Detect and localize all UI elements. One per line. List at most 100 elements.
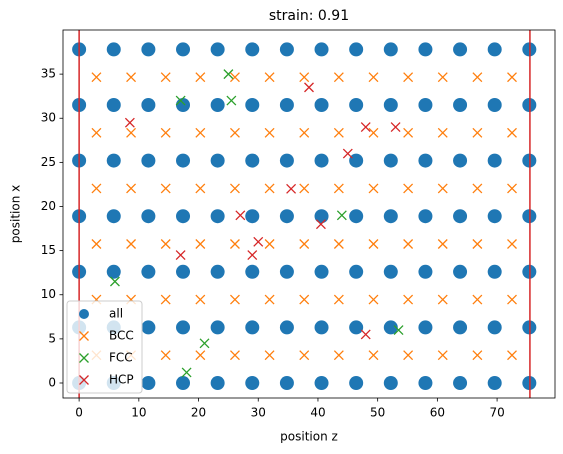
- point: [226, 95, 237, 106]
- point: [360, 329, 371, 340]
- point: [349, 264, 364, 279]
- chart-title: strain: 0.91: [269, 8, 349, 24]
- point: [349, 375, 364, 390]
- point: [453, 264, 468, 279]
- point: [245, 42, 260, 57]
- point: [314, 153, 329, 168]
- point: [333, 239, 344, 249]
- point: [403, 239, 414, 249]
- point: [245, 375, 260, 390]
- point: [487, 42, 502, 57]
- x-tick-label: 70: [489, 406, 504, 420]
- point: [175, 95, 186, 106]
- point: [247, 250, 258, 260]
- legend-label: FCC: [109, 351, 133, 365]
- point: [453, 209, 468, 224]
- point: [299, 127, 310, 138]
- legend-box: [66, 300, 143, 394]
- point: [176, 264, 191, 279]
- point: [141, 153, 156, 168]
- point: [437, 183, 448, 194]
- legend-marker: [79, 375, 89, 385]
- point: [418, 209, 433, 224]
- x-tick-label: 60: [430, 406, 445, 420]
- point: [315, 219, 326, 230]
- point: [141, 320, 156, 335]
- point: [349, 209, 364, 224]
- point: [126, 183, 137, 194]
- point: [106, 209, 121, 224]
- point: [230, 239, 240, 249]
- point: [195, 183, 206, 194]
- point: [210, 264, 225, 279]
- point: [91, 183, 102, 194]
- point: [176, 375, 191, 390]
- point: [336, 210, 347, 221]
- y-tick-label: 0: [48, 375, 56, 389]
- x-tick-label: 50: [370, 406, 385, 420]
- point: [342, 148, 353, 159]
- point: [141, 264, 156, 279]
- point: [91, 127, 102, 138]
- point: [487, 375, 502, 390]
- point: [453, 320, 468, 335]
- legend-label: all: [109, 307, 123, 321]
- point: [383, 320, 398, 335]
- point: [418, 98, 433, 113]
- y-tick-label: 20: [41, 199, 56, 213]
- point: [245, 264, 260, 279]
- point: [368, 239, 379, 249]
- point: [199, 338, 210, 349]
- point: [472, 183, 483, 194]
- point: [472, 127, 483, 138]
- point: [349, 42, 364, 57]
- point: [106, 264, 121, 279]
- y-tick-label: 25: [41, 155, 56, 169]
- point: [160, 183, 171, 194]
- point: [418, 320, 433, 335]
- point: [472, 239, 483, 249]
- point: [181, 367, 192, 378]
- point: [160, 294, 171, 305]
- point: [195, 239, 206, 249]
- point: [418, 153, 433, 168]
- point: [210, 153, 225, 168]
- point: [403, 127, 414, 138]
- legend-marker: [79, 353, 89, 363]
- point: [349, 98, 364, 113]
- point: [453, 153, 468, 168]
- legend-label: HCP: [109, 373, 134, 387]
- point: [141, 375, 156, 390]
- y-tick-label: 15: [41, 243, 56, 257]
- point: [349, 320, 364, 335]
- plot-area: [72, 42, 537, 390]
- point: [195, 294, 206, 305]
- point: [333, 72, 344, 83]
- y-tick-label: 10: [41, 287, 56, 301]
- point: [314, 98, 329, 113]
- point: [230, 350, 240, 361]
- point: [245, 98, 260, 113]
- point: [279, 375, 294, 390]
- point: [333, 350, 344, 361]
- point: [245, 153, 260, 168]
- point: [314, 264, 329, 279]
- point: [264, 72, 275, 83]
- point: [368, 350, 379, 361]
- point: [507, 239, 517, 249]
- y-tick-label: 5: [48, 331, 56, 345]
- point: [383, 375, 398, 390]
- point: [437, 72, 448, 83]
- point: [507, 72, 517, 83]
- point: [453, 375, 468, 390]
- x-tick-label: 30: [251, 406, 266, 420]
- point: [245, 209, 260, 224]
- point: [210, 375, 225, 390]
- point: [160, 239, 171, 249]
- point: [175, 250, 186, 260]
- legend-marker: [79, 309, 89, 319]
- point: [487, 153, 502, 168]
- point: [507, 350, 517, 361]
- point: [487, 98, 502, 113]
